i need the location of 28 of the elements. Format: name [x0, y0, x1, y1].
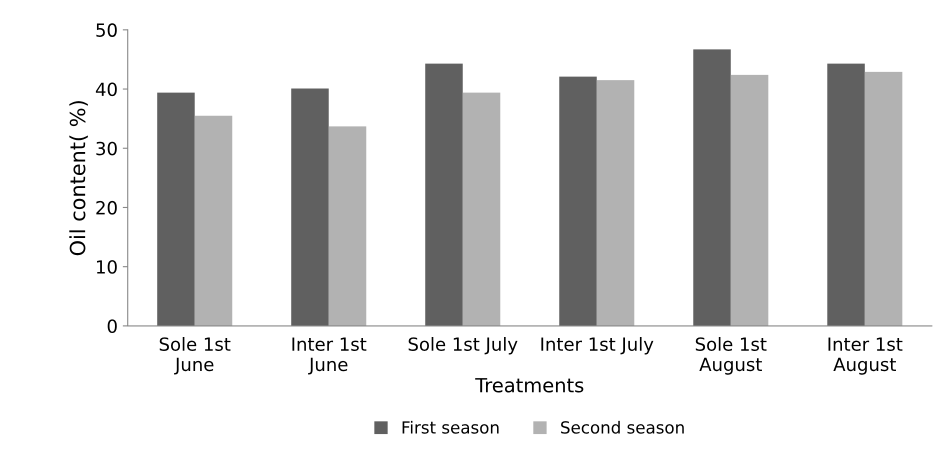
y-tick-label: 10 — [96, 260, 117, 274]
x-tick-label: Sole 1st July — [408, 337, 518, 354]
bar — [194, 116, 232, 326]
y-tick-label: 50 — [96, 23, 117, 37]
legend-label: Second season — [561, 420, 684, 434]
y-tick-label: 20 — [96, 200, 117, 215]
x-tick-label: Sole 1st August — [696, 337, 767, 375]
y-tick-label: 0 — [108, 319, 117, 334]
y-tick-label: 40 — [96, 82, 117, 96]
bar — [559, 76, 597, 326]
bar — [157, 92, 195, 326]
bar — [730, 74, 768, 326]
x-tick-label: Inter 1st July — [541, 337, 654, 354]
bar — [328, 126, 366, 326]
x-tick-label: Sole 1st June — [160, 337, 230, 375]
bar — [291, 88, 329, 326]
bar — [827, 64, 865, 326]
bar — [462, 92, 500, 326]
y-tick-label: 30 — [96, 142, 117, 156]
bar — [864, 72, 902, 326]
x-tick-label: Inter 1st June — [292, 338, 366, 375]
x-tick-label: Inter 1st August — [828, 338, 902, 375]
bar — [596, 80, 634, 326]
y-axis-title: Oil content( %) — [69, 101, 88, 256]
bar — [425, 64, 463, 326]
bar — [693, 49, 731, 326]
x-axis-title: Treatments — [475, 378, 584, 393]
legend-label: First season — [402, 420, 499, 434]
